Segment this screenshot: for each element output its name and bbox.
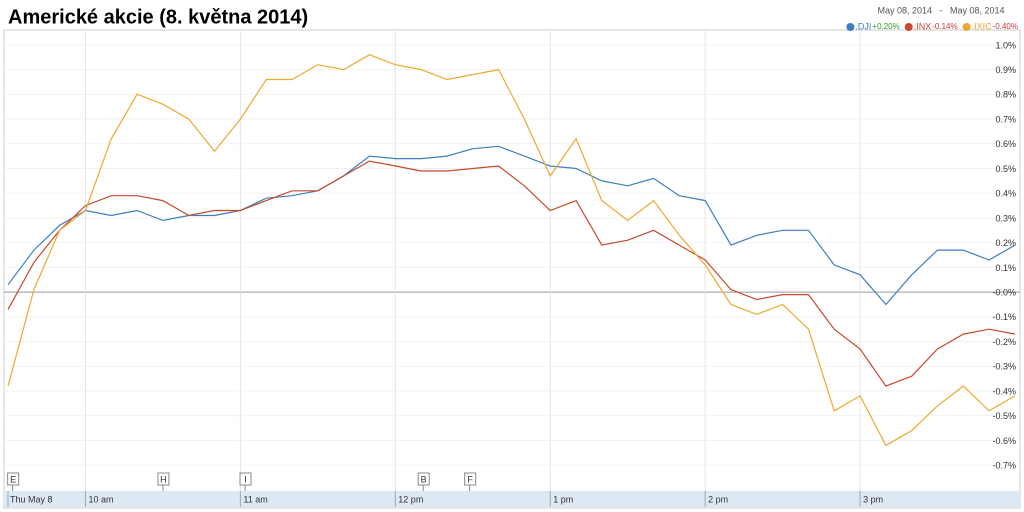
legend-name: .DJI: [855, 21, 871, 31]
flag-label: I: [244, 474, 247, 484]
y-tick-label: 1.0%: [995, 40, 1016, 50]
y-tick-label: -0.1%: [992, 312, 1016, 322]
legend-name: .INX: [914, 21, 932, 31]
series-line: [7, 160, 1016, 387]
y-tick-label: 0.2%: [995, 238, 1016, 248]
flag-label: B: [421, 474, 427, 484]
y-tick-label: 0.6%: [995, 139, 1016, 149]
y-tick-label: 0.8%: [995, 90, 1016, 100]
flag: [239, 472, 252, 486]
time-bar: [4, 491, 1020, 507]
chart-title: Americké akcie (8. května 2014): [8, 6, 308, 28]
legend-change: +0.20%: [872, 22, 899, 31]
flag-label: E: [10, 474, 16, 484]
legend-dot: [962, 23, 971, 31]
date-from: May 08, 2014: [877, 5, 932, 15]
flag: [157, 472, 170, 486]
plot-frame: [3, 29, 1021, 509]
x-tick-label: 1 pm: [553, 494, 573, 504]
x-tick-label: 11 am: [243, 494, 267, 504]
y-tick-label: 0.3%: [995, 213, 1016, 223]
x-tick-label: 12 pm: [398, 494, 423, 504]
y-tick-label: -0.3%: [992, 362, 1016, 372]
y-tick-label: 0.7%: [995, 114, 1016, 124]
x-tick-label: 10 am: [88, 494, 113, 504]
legend-change: -0.14%: [932, 22, 957, 31]
date-to: May 08, 2014: [950, 5, 1005, 15]
y-tick-label: 0.9%: [995, 65, 1016, 75]
y-tick-label: -0.4%: [992, 386, 1016, 396]
y-tick-label: 0.5%: [995, 164, 1016, 174]
y-tick-label: 0.1%: [995, 263, 1016, 273]
legend-change: -0.40%: [993, 22, 1018, 31]
flag-label: H: [160, 474, 167, 484]
flag-label: F: [467, 474, 473, 484]
y-tick-label: -0.6%: [992, 436, 1016, 446]
y-tick-label: 0.4%: [995, 189, 1016, 199]
x-tick-label: Thu May 8: [10, 494, 53, 504]
y-tick-label: -0.7%: [992, 461, 1016, 471]
legend-dot: [904, 23, 913, 31]
x-tick-label: 3 pm: [863, 494, 883, 504]
flag: [417, 472, 430, 486]
series-line: [7, 145, 1016, 306]
y-tick-label: -0.5%: [992, 411, 1016, 421]
legend-name: .IXIC: [972, 21, 993, 31]
flag: [7, 472, 20, 486]
legend-dot: [846, 23, 855, 31]
date-sep: -: [940, 5, 943, 15]
y-tick-label: -0.0%: [992, 287, 1016, 297]
flag: [464, 472, 477, 486]
series-line: [7, 54, 1016, 447]
x-tick-label: 2 pm: [708, 494, 728, 504]
y-tick-label: -0.2%: [992, 337, 1016, 347]
